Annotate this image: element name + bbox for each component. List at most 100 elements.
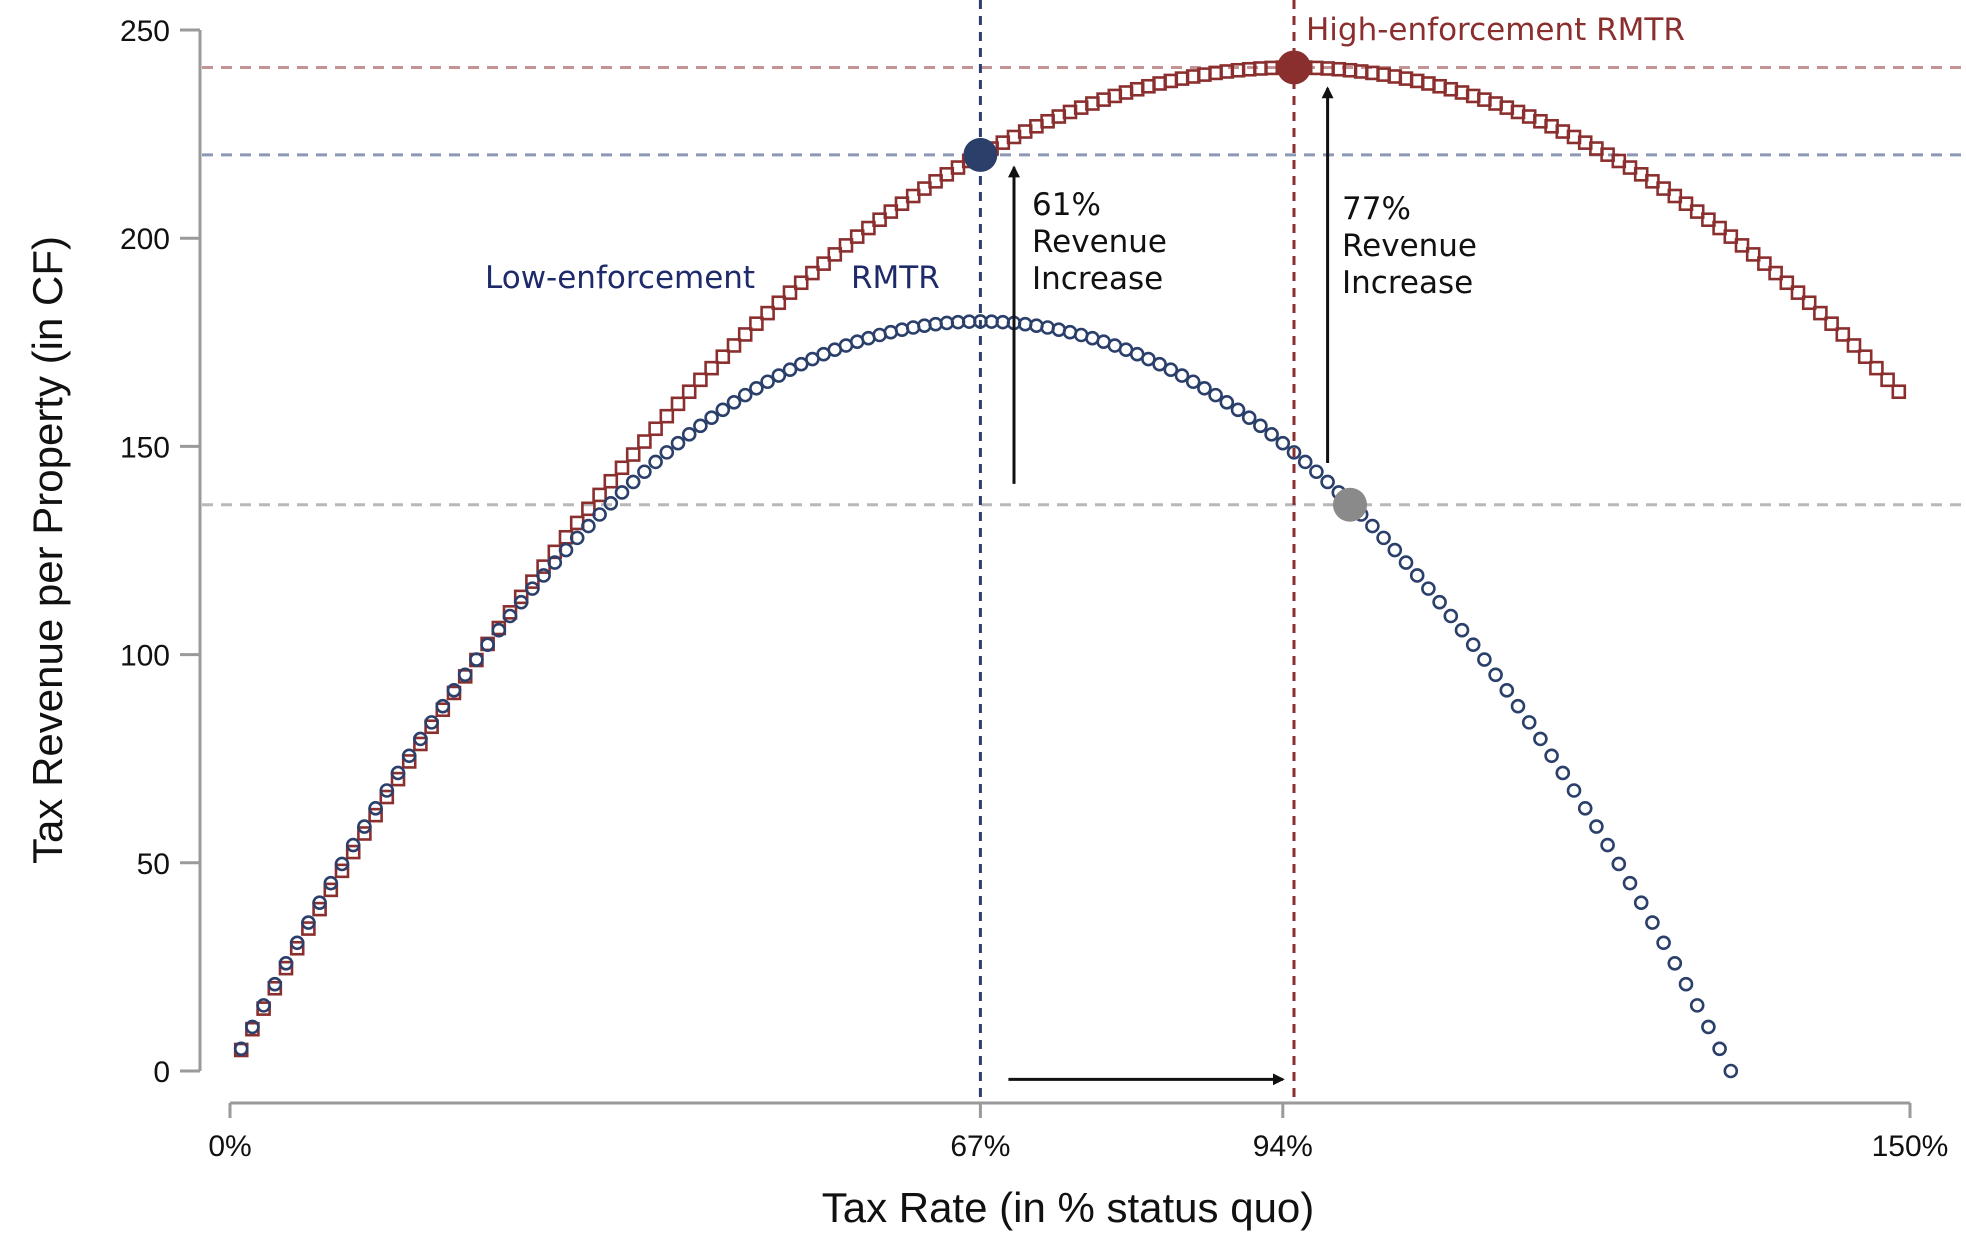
high-enforcement-point	[301, 921, 316, 936]
low-enforcement-point	[1264, 427, 1279, 442]
low-enforcement-point	[1622, 875, 1638, 891]
high-enforcement-point	[625, 447, 641, 462]
low-enforcement-point	[1600, 837, 1615, 853]
high-enforcement-point	[693, 372, 708, 388]
high-enforcement-point	[289, 940, 305, 956]
low-enforcement-point	[1421, 581, 1436, 596]
high-enforcement-point	[1656, 181, 1671, 196]
high-enforcement-point	[345, 844, 361, 860]
high-enforcement-point	[390, 771, 406, 787]
low-enforcement-point	[1286, 445, 1302, 460]
low-enforcement-point	[1589, 819, 1604, 834]
low-enforcement-point	[1141, 351, 1156, 367]
high-enforcement-point	[1757, 256, 1772, 271]
high-enforcement-point	[424, 719, 439, 735]
high-enforcement-point	[805, 265, 820, 281]
low-enforcement-point	[1477, 652, 1492, 667]
low-enforcement-point	[1365, 518, 1380, 534]
low-enforcement-point	[1454, 622, 1470, 638]
high-enforcement-point	[1824, 316, 1839, 331]
x-axis-title: Tax Rate (in % status quo)	[822, 1184, 1315, 1231]
high-enforcement-point	[827, 247, 843, 262]
low-enforcement-point	[547, 555, 563, 570]
high-enforcement-point	[401, 754, 417, 769]
high-enforcement-point	[782, 285, 798, 300]
y-tick-label: 50	[137, 848, 170, 881]
x-tick-label: 0%	[208, 1130, 251, 1163]
low-enforcement-point	[323, 875, 339, 891]
low-enforcement-point	[1230, 402, 1246, 418]
high-enforcement-point	[1745, 247, 1761, 262]
low-enforcement-point	[581, 518, 596, 534]
low-enforcement-point	[502, 608, 518, 624]
high-enforcement-point	[1880, 372, 1895, 388]
low-enforcement-point	[1443, 608, 1459, 624]
high-enforcement-point	[760, 305, 775, 321]
low-enforcement-point	[1219, 394, 1235, 410]
highlight-point	[1277, 50, 1311, 85]
high-enforcement-point	[793, 275, 809, 291]
reference-lines	[202, 0, 1966, 1103]
low-enforcement-point	[1633, 895, 1649, 910]
high-enforcement-point	[513, 589, 529, 605]
y-tick-label: 200	[120, 223, 170, 256]
high-enforcement-point	[1667, 188, 1683, 204]
high-enforcement-point	[1689, 204, 1705, 219]
y-tick-label: 150	[120, 431, 170, 464]
high-enforcement-point	[648, 421, 663, 437]
high-enforcement-point	[1857, 349, 1873, 364]
x-tick-label: 94%	[1253, 1130, 1313, 1163]
annotation-labels: High-enforcement RMTR Low-enforcement RM…	[485, 12, 1685, 301]
high-enforcement-point	[1734, 238, 1750, 253]
high-enforcement-point	[838, 238, 854, 253]
low-enforcement-point	[1712, 1041, 1727, 1057]
low-enforcement-point	[603, 496, 619, 511]
high-enforcement-point	[379, 789, 395, 805]
y-axis-ticks: 0 50 100 150 200 250	[120, 15, 200, 1089]
revenue-increase-61-annotation: 61% Revenue Increase	[1032, 187, 1177, 297]
high-enforcement-point	[737, 327, 753, 342]
high-enforcement-point	[592, 487, 607, 503]
highlight-point	[963, 137, 998, 172]
high-enforcement-point	[1801, 295, 1817, 311]
high-enforcement-point	[1768, 265, 1783, 281]
low-enforcement-point	[760, 374, 775, 390]
low-enforcement-point	[1465, 637, 1481, 653]
low-enforcement-point	[1253, 418, 1268, 434]
high-enforcement-point	[1891, 384, 1907, 400]
low-enforcement-point	[1320, 474, 1335, 490]
low-enforcement-point	[1163, 362, 1179, 378]
low-enforcement-point	[1667, 956, 1683, 971]
high-enforcement-point	[1712, 220, 1727, 236]
low-enforcement-point	[569, 530, 585, 546]
high-enforcement-point	[323, 882, 339, 898]
high-enforcement-point	[1790, 285, 1806, 300]
high-enforcement-point	[1869, 360, 1884, 376]
low-enforcement-point	[1432, 594, 1447, 610]
annotation-line: Increase	[1342, 265, 1473, 301]
low-enforcement-point	[1275, 435, 1291, 451]
low-enforcement-point	[345, 837, 361, 853]
annotation-line: Revenue	[1342, 228, 1477, 264]
high-enforcement-point	[670, 396, 686, 412]
low-enforcement-point	[558, 542, 574, 558]
low-enforcement-point	[368, 801, 383, 816]
high-enforcement-point	[816, 256, 831, 271]
high-enforcement-point	[581, 501, 596, 517]
low-enforcement-point	[401, 748, 417, 764]
high-enforcement-point	[1813, 305, 1828, 321]
low-enforcement-point	[614, 485, 630, 500]
high-enforcement-label: High-enforcement RMTR	[1306, 12, 1685, 48]
low-enforcement-point	[1241, 410, 1257, 425]
y-tick-label: 250	[120, 15, 170, 48]
low-enforcement-point	[1678, 976, 1694, 992]
high-enforcement-point	[894, 196, 910, 211]
low-enforcement-point	[648, 454, 663, 470]
series-low-enforcement	[233, 314, 1739, 1079]
low-enforcement-point	[390, 765, 406, 781]
high-enforcement-point	[883, 204, 899, 219]
high-enforcement-point	[614, 460, 630, 476]
low-enforcement-point	[424, 715, 439, 730]
low-enforcement-point	[1723, 1063, 1739, 1079]
